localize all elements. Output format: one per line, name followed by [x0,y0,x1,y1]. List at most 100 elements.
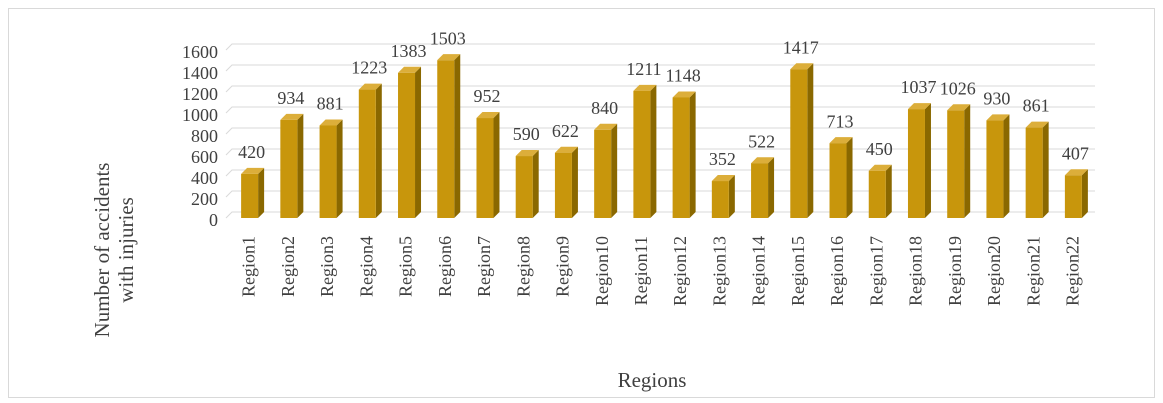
bar [280,119,298,218]
bar [672,97,690,218]
bar-side [571,146,578,218]
data-label: 590 [513,124,540,144]
bar-side [689,91,696,218]
bar-side [454,54,461,219]
bar-side [650,84,657,218]
y-tick-label: 1400 [182,63,218,83]
y-tick-label: 1600 [182,42,218,62]
y-tick-label: 600 [191,147,218,167]
data-label: 840 [591,98,618,118]
data-label: 407 [1062,143,1089,163]
data-label: 713 [827,111,854,131]
x-tick-label: Region20 [984,236,1004,306]
data-label: 1383 [391,41,427,61]
bar [476,118,494,218]
x-tick-label: Region14 [749,236,769,306]
bar-side [336,119,343,218]
x-tick-label: Region5 [396,236,416,297]
bar [554,152,572,218]
data-label: 1211 [626,59,661,79]
bar-side [258,167,265,218]
x-tick-label: Region15 [788,236,808,306]
data-label: 934 [277,88,304,108]
data-label: 1503 [430,28,466,48]
bar-side [728,175,735,218]
bar-side [807,63,814,219]
bar [1025,127,1043,218]
bar [711,181,729,218]
x-tick-label: Region2 [278,236,298,297]
bar-side [1003,114,1010,218]
bar-top [1025,121,1049,128]
bar [751,163,769,218]
bar-side [1081,169,1088,218]
y-tick-label: 400 [191,168,218,188]
x-tick-label: Region7 [474,236,494,297]
bar [594,129,612,218]
bar [907,109,925,218]
data-label: 1417 [783,37,819,57]
bar-top [907,103,931,110]
bar [829,143,847,218]
bar [633,90,651,218]
bar [319,125,337,218]
bar [868,170,886,218]
bar-top [437,54,461,61]
data-label: 352 [709,149,736,169]
data-label: 420 [238,142,265,162]
x-tick-label: Region12 [670,236,690,306]
bar [398,72,416,218]
x-tick-label: Region17 [866,236,886,306]
bar-top [358,83,382,90]
chart-border [8,8,1155,398]
data-label: 622 [552,121,579,141]
bar-side [415,66,422,218]
bar-top [672,91,696,98]
bar [515,156,533,218]
bar-top [319,119,343,126]
bar-side [768,157,775,218]
data-label: 1223 [351,58,387,78]
bar [986,120,1004,218]
x-tick-label: Region9 [553,236,573,297]
bar-top [241,167,265,174]
bar-side [611,123,618,218]
x-tick-label: Region16 [827,236,847,306]
bar-side [375,83,382,219]
grid-line [225,43,1095,51]
bar [437,60,455,219]
bar-side [885,164,892,218]
bar [1064,175,1082,218]
x-tick-label: Region11 [631,236,651,305]
x-tick-label: Region19 [945,236,965,306]
bar-top [633,84,657,91]
bar-top [476,112,500,119]
bar-top [515,150,539,157]
x-axis-title: Regions [618,368,687,392]
x-tick-label: Region22 [1063,236,1083,306]
x-tick-label: Region10 [592,236,612,306]
bar-side [924,103,931,218]
bar-side [846,137,853,218]
bar-top [1064,169,1088,176]
bar [790,69,808,218]
y-tick-label: 1000 [182,105,218,125]
x-tick-label: Region6 [435,236,455,297]
bar-top [868,164,892,171]
bar-top [594,123,618,130]
bar-side [297,113,304,218]
bar-side [532,150,539,218]
bar-top [280,113,304,120]
bar-top [790,63,814,70]
y-axis-title: Number of accidents with injuries [90,162,138,338]
y-tick-label: 800 [191,126,218,146]
y-tick-label: 200 [191,189,218,209]
bar-top [398,66,422,73]
data-label: 450 [866,139,893,159]
bar-top [711,175,735,182]
x-tick-label: Region13 [709,236,729,306]
bar [358,89,376,219]
bar [947,110,965,218]
data-label: 1037 [900,77,936,97]
